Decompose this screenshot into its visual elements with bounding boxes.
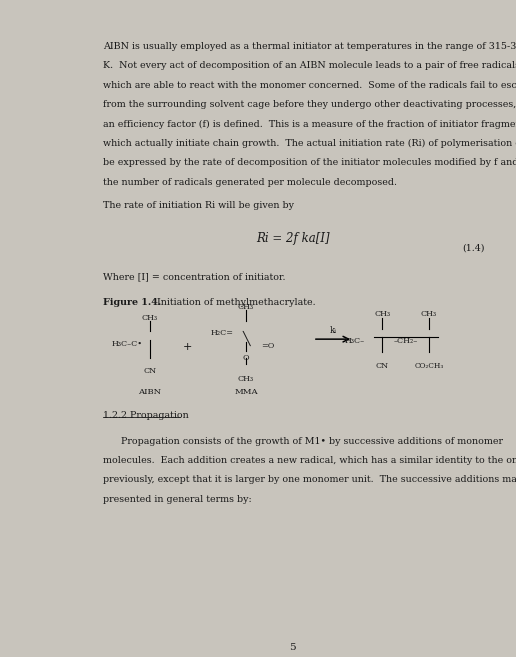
Text: CN: CN — [376, 362, 389, 370]
Text: CH₃: CH₃ — [421, 309, 437, 317]
Text: Propagation consists of the growth of M1• by successive additions of monomer: Propagation consists of the growth of M1… — [121, 437, 503, 445]
Text: 5: 5 — [289, 643, 296, 652]
Text: Figure 1.4.: Figure 1.4. — [103, 298, 162, 307]
Text: MMA: MMA — [234, 388, 258, 396]
Text: previously, except that it is larger by one monomer unit.  The successive additi: previously, except that it is larger by … — [103, 476, 516, 484]
Text: O: O — [243, 353, 249, 361]
Text: molecules.  Each addition creates a new radical, which has a similar identity to: molecules. Each addition creates a new r… — [103, 456, 516, 465]
Text: 1.2.2 Propagation: 1.2.2 Propagation — [103, 411, 189, 420]
Text: H₃C–: H₃C– — [344, 337, 364, 345]
Text: CH₃: CH₃ — [238, 375, 254, 383]
Text: presented in general terms by:: presented in general terms by: — [103, 495, 252, 504]
Text: Where [I] = concentration of initiator.: Where [I] = concentration of initiator. — [103, 273, 286, 282]
Text: –CH₂–: –CH₂– — [393, 336, 417, 344]
Text: H₂C=: H₂C= — [210, 329, 233, 337]
Text: CH₃: CH₃ — [142, 314, 158, 322]
Text: an efficiency factor (f) is defined.  This is a measure of the fraction of initi: an efficiency factor (f) is defined. Thi… — [103, 120, 516, 129]
Text: which actually initiate chain growth.  The actual initiation rate (Ri) of polyme: which actually initiate chain growth. Th… — [103, 139, 516, 148]
Text: ╲: ╲ — [242, 330, 250, 346]
Text: K.  Not every act of decomposition of an AIBN molecule leads to a pair of free r: K. Not every act of decomposition of an … — [103, 62, 516, 70]
Text: from the surrounding solvent cage before they undergo other deactivating process: from the surrounding solvent cage before… — [103, 100, 516, 109]
Text: AIBN: AIBN — [138, 388, 162, 396]
Text: =O: =O — [262, 342, 275, 350]
Text: H₃C–C•: H₃C–C• — [112, 340, 143, 348]
Text: +: + — [183, 342, 192, 351]
Text: CO₂CH₃: CO₂CH₃ — [414, 362, 444, 370]
Text: Initiation of methylmethacrylate.: Initiation of methylmethacrylate. — [154, 298, 316, 307]
Text: kᵢ: kᵢ — [330, 326, 336, 335]
Text: AIBN is usually employed as a thermal initiator at temperatures in the range of : AIBN is usually employed as a thermal in… — [103, 42, 516, 51]
Text: Ri = 2f ka[I]: Ri = 2f ka[I] — [256, 232, 330, 245]
Text: (1.4): (1.4) — [462, 244, 485, 253]
Text: CH₃: CH₃ — [238, 303, 254, 311]
Text: be expressed by the rate of decomposition of the initiator molecules modified by: be expressed by the rate of decompositio… — [103, 158, 516, 168]
Text: the number of radicals generated per molecule decomposed.: the number of radicals generated per mol… — [103, 177, 397, 187]
Text: CH₃: CH₃ — [374, 309, 390, 317]
Text: which are able to react with the monomer concerned.  Some of the radicals fail t: which are able to react with the monomer… — [103, 81, 516, 90]
Text: The rate of initiation Ri will be given by: The rate of initiation Ri will be given … — [103, 201, 294, 210]
Text: CN: CN — [143, 367, 156, 374]
